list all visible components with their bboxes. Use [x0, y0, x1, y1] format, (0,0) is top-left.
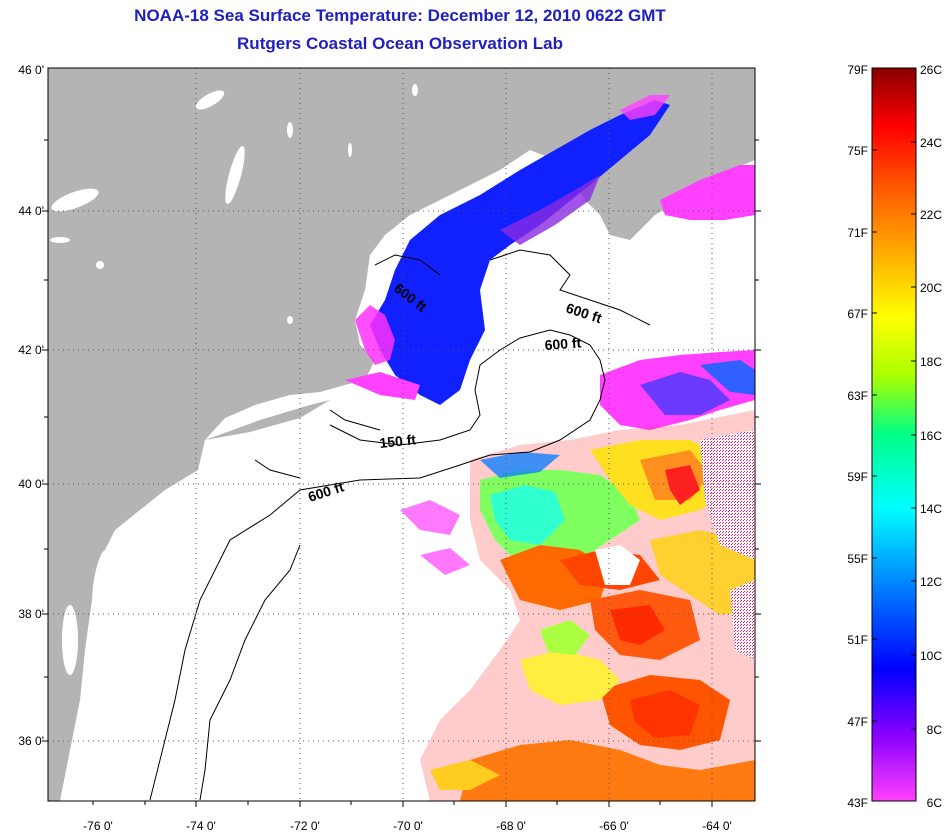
graticule: [48, 68, 755, 801]
lat-label: 46 0': [18, 63, 44, 77]
colorbar-ticks: [872, 141, 916, 730]
lon-label: -74 0': [186, 819, 216, 833]
bathymetry-contours: [149, 249, 651, 801]
map-title: NOAA-18 Sea Surface Temperature: Decembe…: [134, 6, 666, 25]
axis-ticks: [42, 139, 761, 807]
land-mass: [48, 68, 755, 801]
colorbar-f-label: 43F: [847, 796, 868, 810]
gulf-of-maine-edge: [355, 305, 395, 365]
colorbar-c-label: 8C: [927, 723, 943, 737]
lon-label: -72 0': [290, 819, 320, 833]
colorbar-c-label: 26C: [920, 63, 942, 77]
long-island: [205, 400, 330, 440]
nova-scotia: [590, 100, 755, 215]
colorbar-c-label: 6C: [927, 796, 943, 810]
colorbar-c-label: 12C: [920, 575, 942, 589]
lat-label: 42 0': [18, 343, 44, 357]
colorbar-f-label: 59F: [847, 470, 868, 484]
lon-label: -66 0': [599, 819, 629, 833]
contour-label: 150 ft: [379, 431, 417, 451]
contour-label: 600 ft: [544, 334, 582, 353]
gulf-of-maine-sst: [370, 100, 670, 405]
colorbar-c-label: 24C: [920, 136, 942, 150]
lon-label: -76 0': [83, 819, 113, 833]
colorbar-c-label: 16C: [920, 429, 942, 443]
lat-label: 44 0': [18, 204, 44, 218]
lon-label: -70 0': [393, 819, 423, 833]
inland-lakes: [50, 84, 418, 675]
colorbar-f-label: 67F: [847, 307, 868, 321]
colorbar-f-label: 55F: [847, 552, 868, 566]
colorbar-f-label: 75F: [847, 144, 868, 158]
color-scale-bar: [871, 67, 917, 802]
colorbar-f-label: 63F: [847, 389, 868, 403]
map-subtitle: Rutgers Coastal Ocean Observation Lab: [237, 34, 563, 53]
colorbar-c-label: 20C: [920, 281, 942, 295]
colorbar-f-label: 47F: [847, 715, 868, 729]
colorbar-c-label: 10C: [920, 649, 942, 663]
colorbar-c-label: 18C: [920, 355, 942, 369]
lat-label: 40 0': [18, 477, 44, 491]
colorbar-c-label: 14C: [920, 502, 942, 516]
colorbar-c-label: 22C: [920, 208, 942, 222]
map-frame: [47, 67, 756, 802]
colorbar-f-label: 51F: [847, 633, 868, 647]
lat-label: 38 0': [18, 607, 44, 621]
colorbar-f-label: 71F: [847, 226, 868, 240]
lon-label: -68 0': [496, 819, 526, 833]
lat-label: 36 0': [18, 734, 44, 748]
colorbar-f-label: 79F: [847, 63, 868, 77]
lon-label: -64 0': [702, 819, 732, 833]
